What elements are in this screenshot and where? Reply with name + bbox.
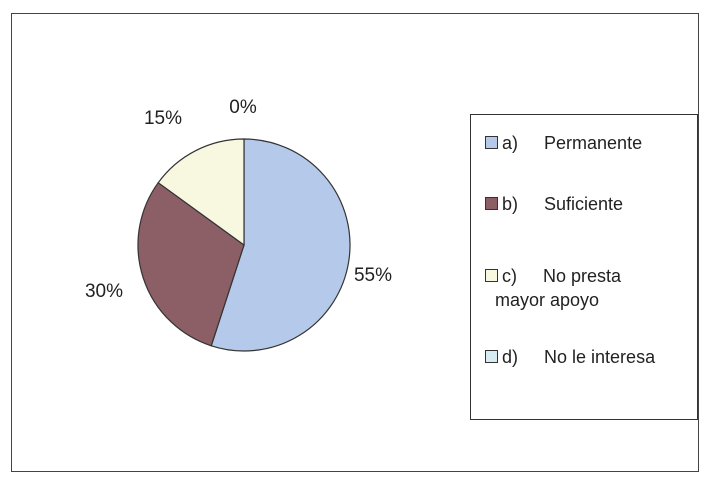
legend-item-d: d) No le interesa bbox=[485, 345, 655, 369]
legend-item-b: b) Suficiente bbox=[485, 192, 623, 216]
legend-label-c: No presta bbox=[543, 266, 622, 286]
legend-key-d: d) bbox=[502, 347, 519, 367]
legend-item-a: a) Permanente bbox=[485, 131, 642, 155]
legend-swatch-a bbox=[485, 135, 498, 149]
legend-key-c: c) bbox=[502, 266, 517, 286]
data-label-d: 0% bbox=[229, 97, 257, 118]
legend-swatch-c bbox=[485, 268, 498, 282]
legend-item-c: c) No presta mayor apoyo bbox=[485, 264, 621, 312]
legend-swatch-d bbox=[485, 349, 498, 363]
data-label-c: 15% bbox=[144, 108, 182, 129]
data-label-b: 30% bbox=[85, 281, 123, 302]
legend-label-d: No le interesa bbox=[544, 347, 656, 367]
data-label-a: 55% bbox=[354, 265, 392, 286]
legend-label-a: Permanente bbox=[544, 133, 643, 153]
legend-key-b: b) bbox=[502, 194, 519, 214]
chart-area: 55% 30% 15% 0% a) Permanente b) Suficiente c)… bbox=[11, 13, 699, 472]
legend-label-c-cont: mayor apoyo bbox=[495, 290, 600, 310]
pie-slice-b bbox=[137, 181, 245, 347]
pie-slice-c bbox=[157, 138, 245, 247]
legend-key-a: a) bbox=[502, 133, 519, 153]
page-title bbox=[200, 0, 506, 13]
pie-chart: 55% 30% 15% 0% bbox=[85, 97, 392, 352]
legend-swatch-b bbox=[485, 196, 498, 210]
legend: a) Permanente b) Suficiente c) No presta ma… bbox=[470, 114, 698, 420]
legend-label-b: Suficiente bbox=[544, 194, 624, 214]
pie-slice-a bbox=[210, 138, 351, 352]
